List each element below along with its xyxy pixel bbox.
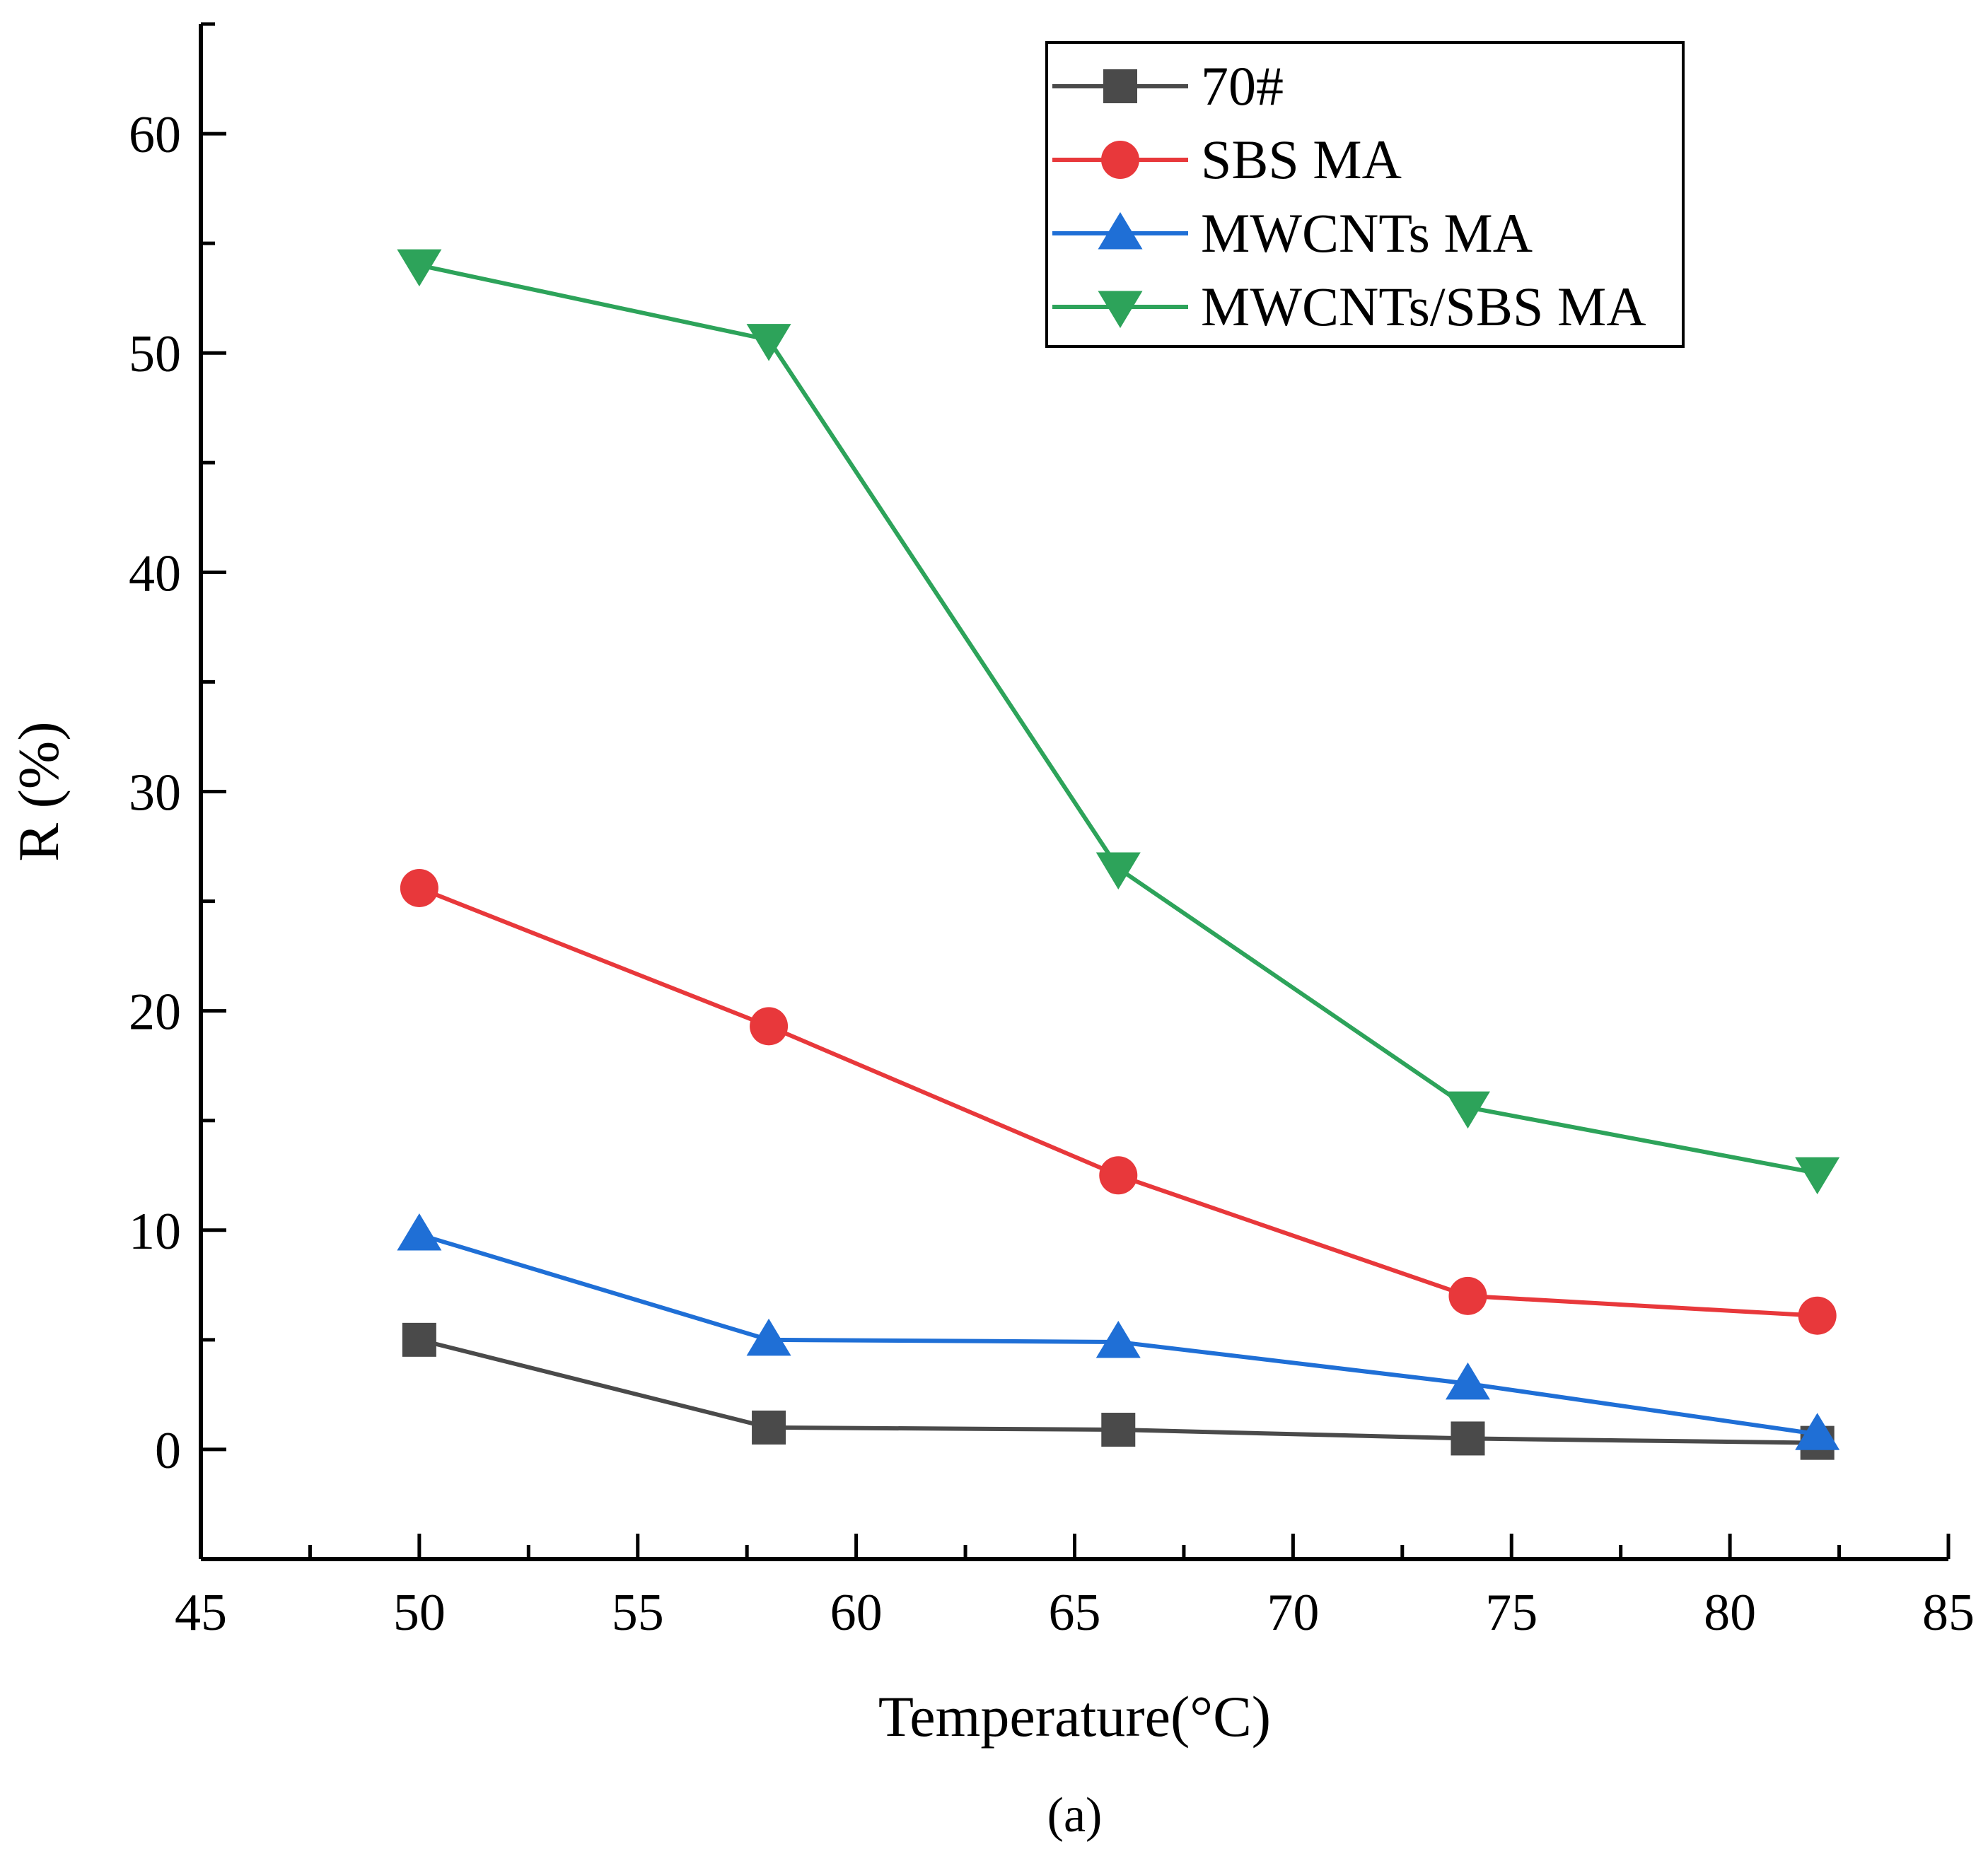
legend-marker (1098, 212, 1143, 250)
x-tick-label: 75 (1485, 1584, 1537, 1642)
x-tick-label: 55 (612, 1584, 664, 1642)
data-point (400, 868, 438, 907)
series-mwcnts-ma (397, 1213, 1840, 1450)
y-tick-label: 60 (129, 106, 181, 164)
legend-item: SBS MA (1052, 129, 1402, 190)
data-point (1448, 1276, 1487, 1315)
data-point (750, 1007, 789, 1046)
y-tick-label: 40 (129, 544, 181, 602)
data-point (397, 249, 442, 287)
x-tick-label: 85 (1922, 1584, 1975, 1642)
data-point (1795, 1157, 1840, 1195)
data-point (1445, 1362, 1490, 1400)
data-point (1101, 1413, 1136, 1447)
data-point (402, 1322, 436, 1357)
data-point (1095, 1320, 1141, 1358)
series-layer (397, 249, 1840, 1460)
y-tick-label: 30 (129, 764, 181, 822)
y-tick-label: 20 (129, 984, 181, 1042)
legend-item: MWCNTs MA (1052, 202, 1533, 264)
data-point (1451, 1421, 1485, 1456)
x-tick-label: 45 (175, 1584, 227, 1642)
x-tick-label: 60 (830, 1584, 883, 1642)
data-point (1798, 1296, 1837, 1335)
y-tick-label: 50 (129, 325, 181, 383)
y-axis-title: R (%) (6, 721, 71, 861)
data-point (746, 1318, 791, 1356)
panel-label: (a) (1047, 1788, 1103, 1843)
data-point (1099, 1156, 1138, 1195)
legend-label: SBS MA (1201, 129, 1402, 190)
legend-marker (1103, 69, 1137, 103)
x-tick-label: 50 (393, 1584, 446, 1642)
legend-label: 70# (1201, 55, 1284, 117)
data-point (397, 1213, 442, 1251)
legend-label: MWCNTs/SBS MA (1201, 276, 1646, 337)
x-tick-label: 65 (1049, 1584, 1101, 1642)
legend: 70# SBS MA MWCNTs MA MWCNTs/SBS MA (1045, 41, 1685, 348)
x-tick-label: 80 (1704, 1584, 1756, 1642)
data-point (752, 1410, 786, 1445)
series-sbs-ma (400, 868, 1837, 1335)
data-point (1445, 1091, 1490, 1129)
data-point (746, 324, 791, 361)
series-line (418, 886, 1818, 1318)
x-tick-label: 70 (1267, 1584, 1319, 1642)
series-mwcnts-sbs-ma (397, 249, 1840, 1195)
y-tick-label: 0 (155, 1422, 181, 1480)
data-point (1095, 852, 1141, 890)
legend-marker (1101, 141, 1139, 179)
legend-label: MWCNTs MA (1201, 202, 1533, 264)
x-axis-title: Temperature(°C) (878, 1684, 1271, 1749)
data-point (1795, 1413, 1840, 1450)
legend-item: 70# (1052, 55, 1284, 117)
labels-layer: 45 50 55 60 65 70 75 80 85 0 10 20 30 40 50 60 Temperatu… (6, 106, 1975, 1843)
legend-box (1045, 41, 1685, 348)
axes-layer (199, 22, 1951, 1561)
y-tick-label: 10 (129, 1203, 181, 1261)
legend-item: MWCNTs/SBS MA (1052, 276, 1646, 337)
series-line (419, 263, 1818, 1176)
legend-marker (1098, 291, 1143, 328)
